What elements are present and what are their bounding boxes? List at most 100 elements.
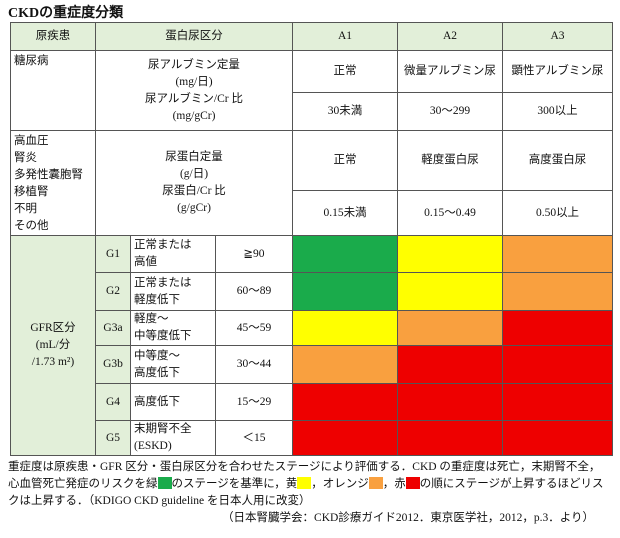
color-swatch	[368, 477, 383, 489]
risk-cell	[502, 383, 613, 421]
grade-cell: G5	[95, 420, 131, 456]
disease: 腎炎	[14, 152, 37, 164]
range-cell: 30～299	[397, 92, 503, 131]
title: CKDの重症度分類	[8, 6, 124, 21]
range-cell: 0.50以上	[502, 190, 613, 236]
measure-cell: 尿蛋白定量 (g/日) 尿蛋白/Cr 比 (g/gCr)	[95, 130, 293, 236]
caption-segment: ，赤	[382, 478, 406, 490]
risk-cell	[397, 272, 503, 311]
disease-cell: 糖尿病	[10, 50, 96, 131]
row: 糖尿病 尿アルブミン定量 (mg/日) 尿アルブミン/Cr 比 (mg/gCr) 正常 微量…	[10, 50, 613, 131]
disease-cell: 高血圧腎炎多発性囊胞腎 移植腎不明その他	[10, 130, 96, 236]
disease: 糖尿病	[14, 55, 49, 67]
risk-cell	[292, 345, 398, 384]
gfr-label: (mL/分	[35, 339, 71, 351]
color-swatch	[157, 477, 172, 489]
grade-cell: G3a	[95, 310, 131, 346]
caption: 重症度は原疾患・GFR 区分・蛋白尿区分を合わせたステージにより評価する．CKD…	[8, 459, 608, 527]
caption-segment: のステージを基準に，黄	[171, 478, 298, 490]
description: 正常または	[134, 276, 192, 289]
description: 正常または	[134, 239, 192, 251]
risk-cell	[502, 310, 613, 346]
caption-segment: ，オレンジ	[311, 478, 369, 490]
disease: 高血圧	[14, 135, 49, 147]
description-cell: 軽度～ 中等度低下	[130, 310, 216, 346]
measure: (g/gCr)	[177, 202, 211, 214]
stage-cell: 顕性アルブミン尿	[502, 50, 613, 93]
disease: 多発性囊胞腎	[14, 169, 83, 181]
row: G5 末期腎不全 (ESKD) ＜15	[11, 420, 613, 456]
header-cell: A1	[292, 22, 398, 51]
color-swatch	[297, 477, 312, 489]
risk-cell	[292, 272, 398, 311]
stage-cell: 軽度蛋白尿	[397, 130, 503, 191]
stage-cell: 高度蛋白尿	[502, 130, 613, 191]
range-cell: 0.15未満	[292, 190, 398, 236]
disease: 不明	[14, 203, 37, 215]
description-cell: 中等度～ 高度低下	[130, 345, 216, 384]
risk-cell	[502, 345, 613, 384]
measure: 尿蛋白定量	[165, 151, 223, 163]
gfr-label: /1.73 m²)	[31, 356, 75, 368]
stage-cell: 正常	[292, 50, 398, 93]
disease: 移植腎	[14, 186, 49, 198]
gfr-range-cell: ＜15	[215, 420, 293, 456]
caption-text: 重症度は原疾患・GFR 区分・蛋白尿区分を合わせたステージにより評価する．CKD…	[8, 459, 608, 510]
header-cell: A2	[397, 22, 503, 51]
risk-cell	[397, 420, 503, 456]
gfr-range-cell: ≧90	[215, 235, 293, 273]
grade-cell: G4	[95, 383, 131, 421]
description: 中等度～	[134, 349, 180, 362]
risk-cell	[292, 383, 398, 421]
measure: 尿アルブミン/Cr 比	[145, 92, 243, 105]
gfr-range-cell: 60～89	[215, 272, 293, 311]
stage-cell: 正常	[292, 130, 398, 191]
caption-segment: の順にステージが上昇するほどリスクは上昇する．（KDIGO CKD guidel…	[8, 478, 604, 507]
measure: 尿アルブミン定量	[148, 58, 240, 71]
row: 30未満 30～299 300以上	[11, 92, 613, 131]
gfr-range-cell: 30～44	[215, 345, 293, 384]
row: GFR区分 (mL/分/1.73 m²) G1 正常または 高値 ≧90	[10, 235, 613, 456]
description-cell: 高度低下	[130, 383, 216, 421]
risk-cell	[292, 235, 398, 273]
row: 原疾患 蛋白尿区分 A1 A2 A3	[10, 22, 613, 51]
row: G3a 軽度～ 中等度低下 45～59	[11, 310, 613, 346]
gfr-range-cell: 15～29	[215, 383, 293, 421]
measure: (g/日)	[179, 168, 209, 180]
risk-cell	[397, 235, 503, 273]
description: 高度低下	[134, 395, 180, 408]
description-cell: 末期腎不全 (ESKD)	[130, 420, 216, 456]
description-cell: 正常または 軽度低下	[130, 272, 216, 311]
grade-cell: G2	[95, 272, 131, 311]
measure-cell: 尿アルブミン定量 (mg/日) 尿アルブミン/Cr 比 (mg/gCr)	[95, 50, 293, 131]
description: 末期腎不全	[134, 423, 192, 435]
source: （日本腎臓学会：CKD診療ガイド2012．東京医学社，2012，p.3．より）	[222, 512, 594, 524]
range-cell: 30未満	[292, 92, 398, 131]
risk-cell	[502, 420, 613, 456]
caption-segment: 重症度は原疾患・GFR 区分・蛋白尿区分を合わせたステージにより評価する．CKD…	[8, 461, 601, 490]
description-cell: 正常または 高値	[130, 235, 216, 273]
row: 0.15未満 0.15～0.49 0.50以上	[11, 190, 613, 236]
description: 軽度低下	[134, 293, 180, 306]
header-cell: A3	[502, 22, 613, 51]
measure: 尿蛋白/Cr 比	[162, 185, 226, 197]
risk-cell	[502, 235, 613, 273]
row: 高血圧腎炎多発性囊胞腎 移植腎不明その他 尿蛋白定量 (g/日) 尿蛋白/Cr 比 (g/…	[10, 130, 613, 236]
description: 高度低下	[134, 366, 180, 379]
row: G3b 中等度～ 高度低下 30～44	[11, 345, 613, 384]
description: 軽度～	[134, 313, 169, 325]
disease: その他	[14, 220, 49, 232]
risk-cell	[397, 310, 503, 346]
risk-cell	[292, 310, 398, 346]
row: G4 高度低下 15～29	[11, 383, 613, 421]
description: (ESKD)	[134, 440, 172, 452]
gfr-range-cell: 45～59	[215, 310, 293, 346]
risk-cell	[397, 345, 503, 384]
risk-cell	[292, 420, 398, 456]
risk-cell	[502, 272, 613, 311]
range-cell: 300以上	[502, 92, 613, 131]
measure: (mg/gCr)	[172, 109, 216, 122]
header-cell: 蛋白尿区分	[95, 22, 293, 51]
gfr-label-cell: GFR区分 (mL/分/1.73 m²)	[10, 235, 96, 456]
risk-cell	[397, 383, 503, 421]
